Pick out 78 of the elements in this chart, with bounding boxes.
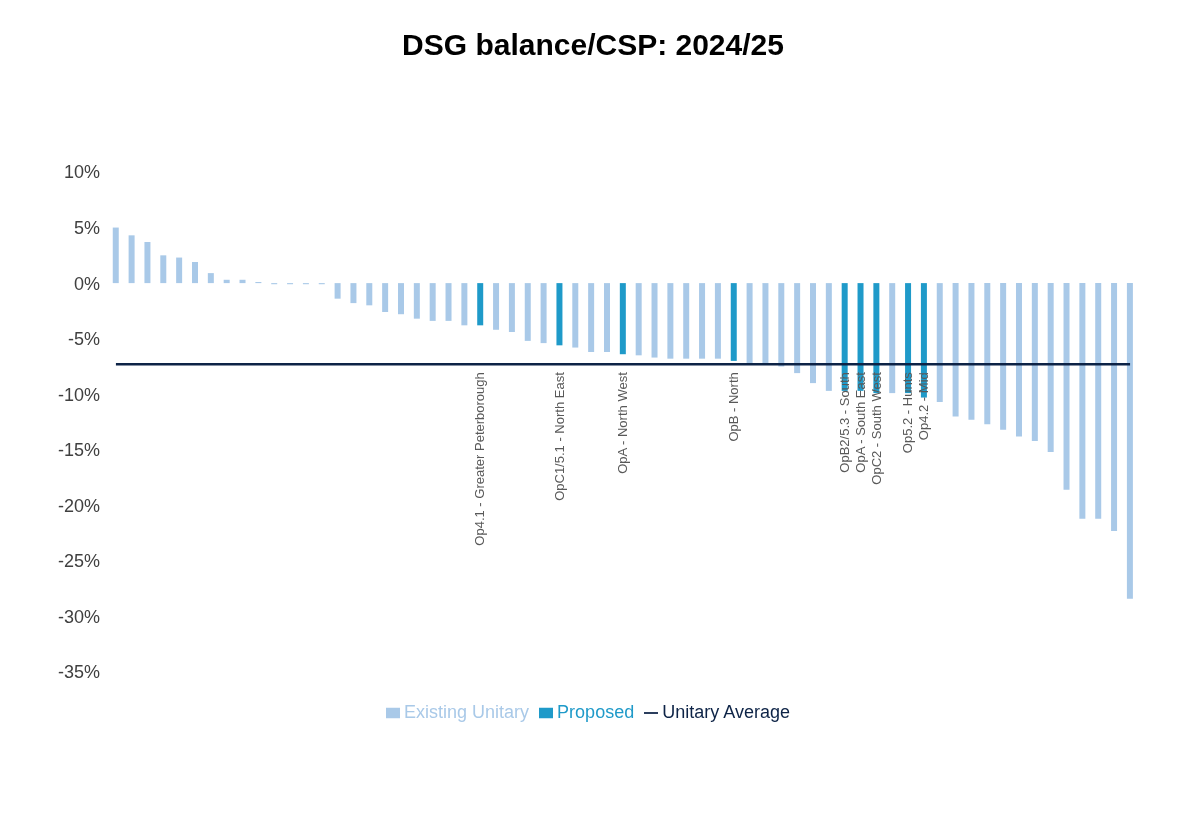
x-tick-label: Op4.2 - Mid [916, 372, 932, 441]
x-tick-label: OpA - South East [852, 371, 868, 473]
bar [413, 283, 420, 319]
y-tick-label: -25% [57, 551, 100, 572]
bar [191, 262, 198, 284]
y-tick-label: -15% [57, 440, 100, 461]
bar [968, 283, 975, 420]
y-tick-label: -20% [57, 495, 100, 516]
bar [524, 283, 531, 341]
y-tick-label: -10% [57, 384, 100, 405]
bar [397, 283, 404, 315]
bar [1095, 283, 1102, 519]
x-tick-label: OpB2/5.3 - South [836, 372, 852, 473]
bar [762, 283, 769, 365]
bar [936, 283, 943, 402]
bar [556, 283, 563, 346]
bar [160, 255, 167, 284]
y-tick-label: -30% [57, 606, 100, 627]
bar [588, 283, 595, 352]
bar [778, 283, 785, 367]
bar [651, 283, 658, 358]
bar [176, 257, 183, 284]
bar [794, 283, 801, 374]
bar [572, 283, 579, 348]
bar [1126, 283, 1133, 599]
bar [112, 227, 119, 284]
bar [984, 283, 991, 425]
bar [540, 283, 547, 344]
bar [429, 283, 436, 321]
bar [493, 283, 500, 330]
bar [366, 283, 373, 306]
bar [746, 283, 753, 364]
bar [1031, 283, 1038, 441]
y-tick-label: -35% [57, 662, 100, 683]
bar [508, 283, 515, 332]
bar [1000, 283, 1007, 430]
bar [730, 283, 737, 361]
bar [699, 283, 706, 359]
bar [350, 283, 357, 304]
x-tick-label: OpC1/5.1 - North East [551, 371, 567, 501]
legend-label: Existing Unitary [404, 702, 530, 722]
bar [1079, 283, 1086, 519]
bar [334, 283, 341, 299]
y-tick-label: 0% [73, 273, 100, 294]
bar [1047, 283, 1054, 452]
bar [445, 283, 452, 321]
chart-title: DSG balance/CSP: 2024/25 [401, 27, 785, 63]
x-tick-label: OpA - North West [615, 371, 630, 474]
bar [952, 283, 959, 417]
bar [825, 283, 832, 391]
bar [1015, 283, 1022, 437]
bar [128, 235, 135, 284]
bar [667, 283, 674, 359]
y-tick-label: -5% [67, 329, 100, 350]
bar [683, 283, 690, 359]
bar [603, 283, 610, 352]
bar [889, 283, 896, 394]
x-tick-label: Op5.2 - Hunts [900, 371, 916, 454]
bar [477, 283, 484, 326]
bar [635, 283, 642, 356]
bar [207, 273, 214, 284]
legend-label: Proposed [557, 702, 635, 722]
bar [1111, 283, 1118, 531]
legend-label: Unitary Average [662, 702, 790, 722]
x-tick-label: OpB - North [725, 372, 741, 442]
bar [223, 279, 230, 284]
x-tick-label: OpC2 - South West [868, 371, 884, 485]
bar [144, 242, 151, 284]
x-tick-label: Op4.1 - Greater Peterborough [472, 372, 488, 546]
y-tick-label: 10% [63, 162, 100, 183]
bar [382, 283, 389, 312]
bar [619, 283, 626, 355]
bar [1063, 283, 1070, 490]
bar [714, 283, 721, 359]
bar [461, 283, 468, 326]
y-tick-label: 5% [73, 217, 100, 238]
bar [809, 283, 816, 384]
bar [239, 279, 246, 284]
